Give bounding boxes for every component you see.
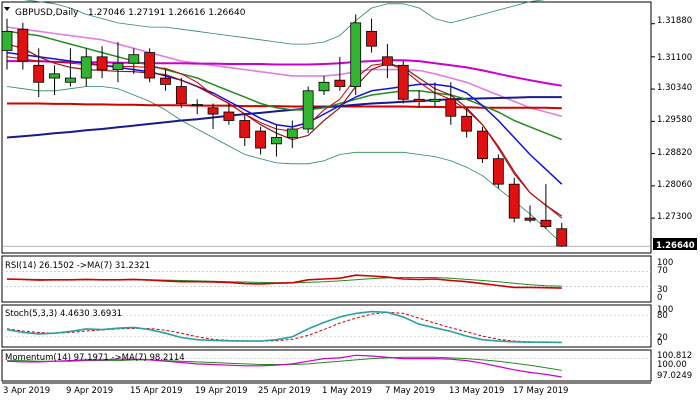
candle-bear bbox=[255, 130, 267, 149]
pane-frames bbox=[1, 1, 652, 384]
date-label: 25 Apr 2019 bbox=[258, 386, 311, 396]
candle-bear bbox=[239, 120, 251, 138]
candle-bear bbox=[366, 30, 377, 47]
candle-bear bbox=[540, 219, 552, 228]
candle-bear bbox=[413, 98, 425, 102]
momentum-tick: 97.0249 bbox=[657, 371, 692, 381]
rsi-tick: 100 bbox=[657, 258, 673, 268]
price-tick: 1.31100 bbox=[657, 53, 692, 63]
candle-bear bbox=[397, 64, 409, 100]
candle-bear bbox=[207, 107, 219, 115]
stoch-pane[interactable] bbox=[2, 310, 651, 344]
date-label: 17 May 2019 bbox=[513, 386, 568, 396]
momentum-title: Momentum(14) 97.1971 ->MA(7) 98.2114 bbox=[5, 353, 185, 363]
candle-bull bbox=[49, 73, 60, 79]
stoch-labels: Stoch(5,3,3) 4.4630 3.6931 100 80 20 0 bbox=[5, 305, 673, 348]
candle-bull bbox=[318, 81, 330, 92]
pane-frame bbox=[1, 1, 652, 254]
rsi-title: RSI(14) 26.1502 ->MA(7) 31.2321 bbox=[5, 261, 150, 271]
price-tick: 1.28820 bbox=[657, 148, 692, 158]
candlesticks[interactable] bbox=[1, 14, 568, 247]
momentum-pane[interactable] bbox=[2, 354, 651, 378]
candle-bear bbox=[223, 111, 235, 121]
momentum-labels: Momentum(14) 97.1971 ->MA(7) 98.2114 100… bbox=[5, 351, 692, 381]
candle-bull bbox=[302, 90, 314, 130]
ma-pink-line bbox=[6, 26, 563, 118]
date-label: 1 May 2019 bbox=[322, 386, 372, 396]
stoch-k-line bbox=[6, 310, 562, 344]
rsi-tick: 30 bbox=[657, 285, 668, 295]
candle-bear bbox=[96, 56, 108, 70]
ohlc-label: 1.27046 1.27191 1.26616 1.26640 bbox=[88, 8, 246, 18]
current-price-label: 1.26640 bbox=[656, 241, 695, 251]
candle-bear bbox=[33, 64, 45, 83]
price-tick: 1.28060 bbox=[657, 180, 692, 190]
candle-bull bbox=[286, 128, 298, 138]
pane-frame bbox=[1, 304, 652, 348]
candle-bear bbox=[524, 217, 536, 221]
candle-bear bbox=[492, 158, 504, 185]
price-tick: 1.29580 bbox=[657, 115, 692, 125]
rsi-labels: RSI(14) 26.1502 ->MA(7) 31.2321 100 70 3… bbox=[5, 258, 673, 303]
date-label: 3 Apr 2019 bbox=[3, 386, 50, 396]
date-label: 15 Apr 2019 bbox=[130, 386, 183, 396]
current-price-box bbox=[653, 238, 697, 250]
candle-bull bbox=[429, 98, 441, 102]
price-tick: 1.31880 bbox=[657, 16, 692, 26]
pane-frame bbox=[1, 255, 652, 303]
bollinger-lower-line bbox=[6, 86, 563, 244]
candle-bull bbox=[271, 137, 282, 145]
price-tick: 1.27300 bbox=[657, 212, 692, 222]
ma-brown-line bbox=[6, 43, 563, 217]
stoch-tick: 0 bbox=[657, 338, 662, 348]
candle-bear bbox=[477, 130, 488, 160]
header-arrow-icon bbox=[4, 7, 10, 11]
ma-green-line bbox=[6, 30, 563, 141]
rsi-tick: 70 bbox=[657, 266, 668, 276]
candle-bear bbox=[144, 52, 156, 79]
momentum-tick: 100.812 bbox=[657, 351, 692, 361]
candle-bear bbox=[461, 115, 473, 132]
ma-navy-line bbox=[6, 96, 562, 139]
moving-averages bbox=[6, 0, 563, 244]
candle-bear bbox=[334, 79, 346, 87]
candle-bear bbox=[381, 56, 393, 66]
chart-header: GBPUSD,Daily 1.27046 1.27191 1.26616 1.2… bbox=[4, 7, 246, 18]
momentum-tick: 100.00 bbox=[657, 360, 687, 370]
momentum-line bbox=[6, 354, 562, 378]
price-tick: 1.30340 bbox=[657, 83, 692, 93]
candle-bear bbox=[160, 77, 171, 85]
date-label: 7 May 2019 bbox=[385, 386, 435, 396]
symbol-label: GBPUSD,Daily bbox=[15, 8, 79, 18]
candle-bear bbox=[175, 86, 187, 104]
candle-bear bbox=[508, 183, 520, 219]
candle-bull bbox=[350, 22, 362, 87]
candle-bull bbox=[112, 62, 124, 70]
stoch-tick: 80 bbox=[657, 311, 668, 321]
ma-red-flat-line bbox=[7, 102, 562, 110]
candle-bull bbox=[1, 30, 13, 51]
candle-bull bbox=[191, 103, 203, 107]
date-label: 9 Apr 2019 bbox=[66, 386, 113, 396]
bollinger-upper-line bbox=[23, 0, 546, 45]
rsi-pane[interactable] bbox=[2, 271, 651, 289]
stoch-title: Stoch(5,3,3) 4.4630 3.6931 bbox=[5, 309, 122, 319]
candle-bull bbox=[80, 56, 92, 79]
date-label: 19 Apr 2019 bbox=[195, 386, 248, 396]
candle-bear bbox=[556, 228, 568, 247]
rsi-line bbox=[6, 274, 562, 289]
stoch-tick: 100 bbox=[657, 305, 673, 315]
date-label: 13 May 2019 bbox=[449, 386, 504, 396]
price-scale[interactable]: 1.31880 1.31100 1.30340 1.29580 1.28820 … bbox=[651, 16, 697, 251]
candle-bull bbox=[65, 77, 76, 83]
candle-bear bbox=[445, 98, 457, 117]
time-axis: 3 Apr 2019 9 Apr 2019 15 Apr 2019 19 Apr… bbox=[3, 386, 568, 396]
stoch-tick: 20 bbox=[657, 333, 668, 343]
candle-bull bbox=[128, 54, 140, 64]
candle-bear bbox=[17, 28, 29, 62]
rsi-tick: 0 bbox=[657, 293, 662, 303]
pane-frame bbox=[1, 349, 652, 382]
